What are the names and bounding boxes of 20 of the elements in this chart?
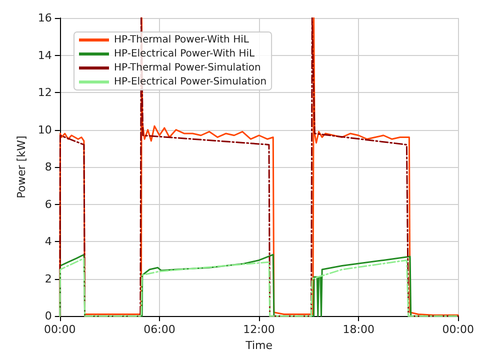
y-tick-label: 6 [44, 198, 52, 211]
y-tick-label: 16 [38, 12, 52, 24]
y-tick-label: 14 [38, 48, 52, 62]
legend-label: HP-Thermal Power-With HiL [114, 34, 250, 46]
x-tick-label: 18:00 [342, 323, 374, 336]
legend-label: HP-Thermal Power-Simulation [114, 62, 261, 74]
x-tick-label: 06:00 [144, 323, 176, 336]
legend-label: HP-Electrical Power-Simulation [114, 76, 267, 88]
y-axis-title: Power [kW] [15, 136, 28, 198]
legend-label: HP-Electrical Power-With HiL [114, 48, 256, 60]
x-tick-label: 00:00 [44, 323, 76, 336]
y-tick-label: 4 [44, 235, 52, 248]
x-axis-title: Time [244, 339, 273, 352]
x-tick-label: 12:00 [243, 323, 275, 336]
y-tick-label: 8 [44, 160, 52, 174]
y-tick-label: 12 [38, 86, 52, 100]
y-tick-label: 0 [44, 310, 52, 323]
x-tick-label: 00:00 [442, 323, 474, 336]
y-tick-label: 10 [38, 123, 52, 136]
y-tick-label: 2 [44, 272, 52, 286]
